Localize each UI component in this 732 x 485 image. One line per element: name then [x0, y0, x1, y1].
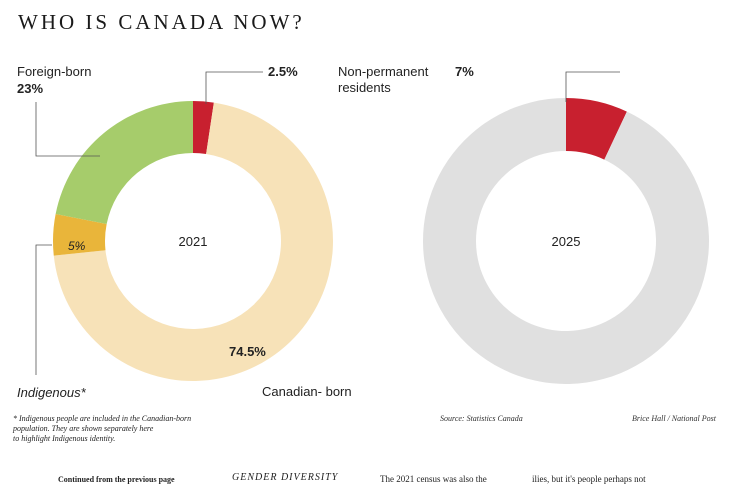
- footnote-line2: population. They are shown separately he…: [13, 424, 154, 433]
- donut-2-slice-non-permanent-residents: [566, 98, 627, 160]
- indigenous-label: Indigenous*: [17, 385, 86, 400]
- leader-line-npr-2021: [205, 71, 263, 104]
- footnote-line3: to highlight Indigenous identity.: [13, 434, 116, 443]
- footnote-line1: * Indigenous people are included in the …: [13, 414, 192, 423]
- footer-article-text-2: ilies, but it's people perhaps not: [532, 474, 646, 484]
- foreign-born-percent: 23%: [17, 81, 44, 96]
- donut-2-slice-remainder: [422, 98, 709, 385]
- canadian-born-percent: 74.5%: [229, 344, 266, 359]
- source-note: Source: Statistics Canada: [440, 414, 523, 423]
- npr-label-line1: Non-permanent: [338, 64, 429, 79]
- donut-1-slice-canadian-born: [53, 102, 333, 381]
- donut-1-slice-indigenous: [52, 213, 107, 256]
- donut-1-slice-foreign-born: [55, 101, 194, 224]
- donut-1-slice-non-permanent-residents: [193, 101, 214, 154]
- canadian-born-label: Canadian- born: [262, 384, 352, 399]
- indigenous-percent: 5%: [68, 239, 86, 253]
- npr-2025-percent: 7%: [455, 64, 474, 79]
- page-title: WHO IS CANADA NOW?: [18, 10, 305, 34]
- foreign-born-label: Foreign-born: [17, 64, 92, 79]
- continued-text: Continued from the previous page: [58, 475, 175, 484]
- leader-line-foreign-born: [35, 102, 100, 157]
- donut-1-center-label: 2021: [179, 234, 208, 249]
- leader-line-npr-2025: [565, 71, 620, 102]
- npr-label-line2: residents: [338, 80, 391, 95]
- npr-2021-percent: 2.5%: [268, 64, 298, 79]
- leader-line-indigenous: [35, 244, 52, 375]
- credit-note: Brice Hall / National Post: [632, 414, 716, 423]
- footer-article-text-1: The 2021 census was also the: [380, 474, 487, 484]
- section-heading: GENDER DIVERSITY: [232, 472, 339, 483]
- donut-2-center-label: 2025: [552, 234, 581, 249]
